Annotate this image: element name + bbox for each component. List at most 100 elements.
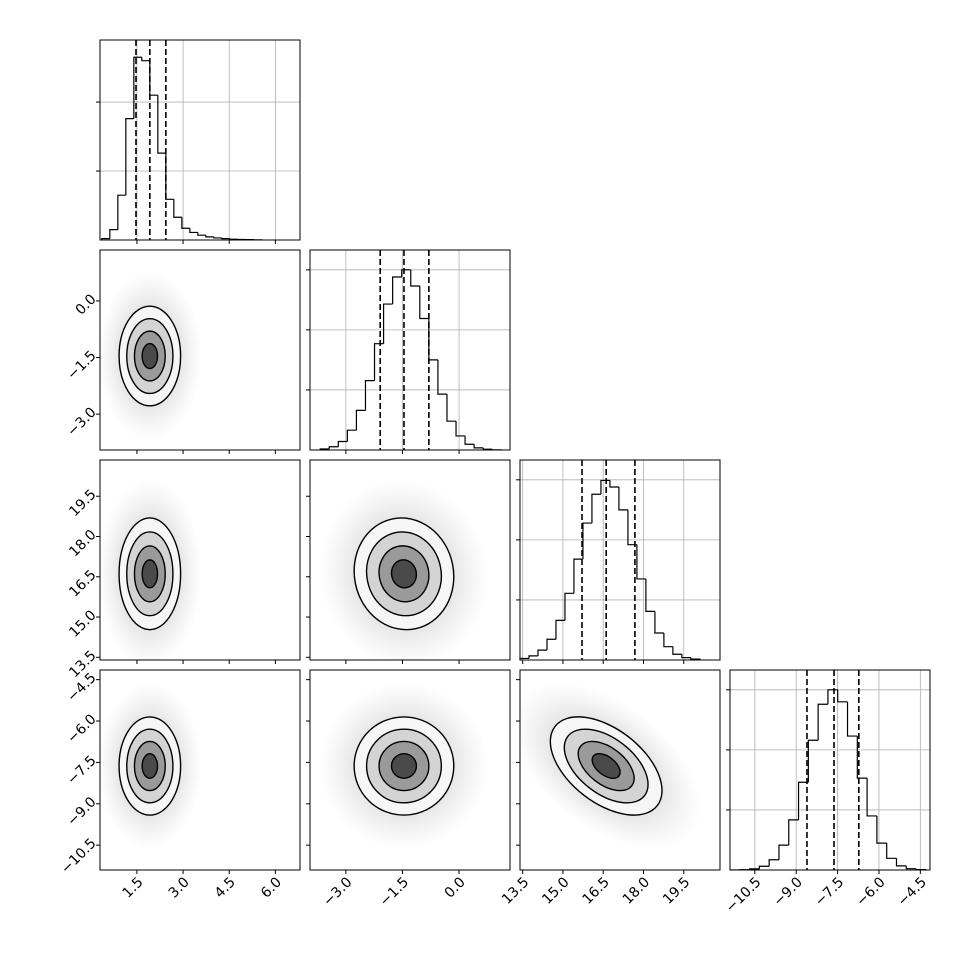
x-tick-label: −3.0: [320, 874, 355, 909]
histogram-bin: [165, 153, 174, 200]
histogram-bin: [221, 237, 230, 240]
x-tick-label: 13.5: [499, 874, 532, 907]
histogram-bin: [797, 781, 809, 820]
histogram-bin: [410, 269, 420, 287]
density-panel: [319, 682, 489, 850]
histogram-bin: [401, 269, 411, 278]
histogram-bin: [788, 819, 799, 846]
y-tick-label: 18.0: [66, 527, 99, 560]
histogram-bin: [428, 318, 438, 361]
histogram-bin: [173, 199, 182, 218]
x-tick-label: 19.5: [660, 874, 693, 907]
density-panel: [319, 478, 489, 660]
histogram-bin: [866, 778, 877, 817]
x-tick-label: −6.0: [853, 874, 888, 909]
histogram-bin: [537, 649, 547, 656]
histogram-bin: [672, 646, 682, 655]
histogram-bin: [886, 843, 897, 859]
histogram-bin: [627, 509, 637, 546]
panel-frame: [99, 249, 301, 451]
histogram-bin: [817, 703, 828, 741]
x-tick-label: 16.5: [580, 874, 613, 907]
x-tick-label: −4.5: [895, 874, 930, 909]
histogram-bin: [157, 95, 166, 154]
x-tick-label: 3.0: [166, 874, 193, 901]
panel-frame: [519, 459, 721, 661]
y-tick-label: 16.5: [66, 567, 99, 600]
x-tick-label: 18.0: [620, 874, 653, 907]
y-tick-label: −9.0: [64, 794, 99, 829]
histogram-bin: [555, 619, 565, 640]
histogram-bin: [473, 444, 484, 449]
contour: [390, 559, 418, 589]
y-tick-label: −6.0: [64, 711, 99, 746]
x-tick-label: 0.0: [442, 874, 469, 901]
x-tick-label: −7.5: [812, 874, 847, 909]
histogram-bin: [419, 286, 429, 320]
y-tick-label: −1.5: [64, 348, 99, 383]
y-tick-label: 19.5: [66, 487, 99, 520]
histogram-bin: [636, 544, 646, 580]
histogram-bin: [133, 56, 142, 119]
histogram-bin: [546, 638, 556, 651]
x-tick-label: −9.0: [771, 874, 806, 909]
panel-frame: [729, 669, 931, 871]
histogram-bin: [564, 592, 574, 621]
histogram-bin: [437, 359, 447, 395]
histogram-bin: [205, 235, 214, 238]
histogram-bin: [663, 632, 673, 648]
histogram-bin: [681, 654, 691, 659]
density-panel: [520, 682, 702, 850]
histogram-bin: [582, 522, 592, 560]
histogram-bin: [758, 865, 770, 869]
histogram-bin: [856, 736, 868, 779]
histogram-bin: [229, 238, 238, 240]
x-tick-label: 15.0: [539, 874, 572, 907]
histogram-bin: [125, 118, 134, 196]
panel-frame: [309, 669, 511, 871]
histogram-bin: [382, 303, 393, 344]
histogram-bin: [373, 343, 384, 381]
contour: [390, 753, 418, 779]
histogram-bin: [181, 217, 190, 229]
panel-frame: [99, 39, 301, 241]
panel-frame: [309, 249, 511, 451]
contour: [591, 753, 621, 779]
panel-frame: [99, 669, 301, 871]
histogram-bin: [355, 409, 366, 431]
histogram-bin: [748, 868, 760, 870]
histogram-bin: [482, 447, 493, 450]
histogram-bin: [654, 611, 664, 634]
histogram-bin: [609, 480, 619, 488]
y-tick-label: −7.5: [64, 753, 99, 788]
x-tick-label: 6.0: [258, 874, 285, 901]
contour: [141, 753, 159, 779]
histogram-bin: [464, 435, 475, 445]
histogram-bin: [846, 701, 858, 737]
histogram-bin: [364, 380, 375, 411]
panel-frame: [309, 459, 511, 661]
x-tick-label: −10.5: [723, 874, 765, 916]
histogram-bin: [117, 194, 126, 230]
histogram-bin: [645, 578, 655, 612]
histogram-bin: [895, 858, 907, 867]
x-tick-label: 4.5: [212, 874, 239, 901]
density-panel: [100, 478, 203, 660]
density-panel: [100, 271, 203, 441]
histogram-bin: [876, 815, 887, 844]
contour: [141, 342, 159, 370]
histogram-bin: [337, 440, 348, 447]
x-tick-label: −1.5: [377, 874, 412, 909]
panel-frame: [99, 459, 301, 661]
y-tick-label: 15.0: [66, 607, 99, 640]
histogram-bin: [141, 57, 150, 62]
y-tick-label: −4.5: [64, 670, 99, 705]
histogram-bin: [213, 236, 222, 239]
y-tick-label: 0.0: [73, 291, 100, 318]
contour: [141, 559, 159, 589]
histogram-bin: [346, 429, 357, 442]
histogram-bin: [807, 739, 819, 783]
histogram-bin: [837, 689, 848, 703]
histogram-bin: [189, 228, 198, 234]
